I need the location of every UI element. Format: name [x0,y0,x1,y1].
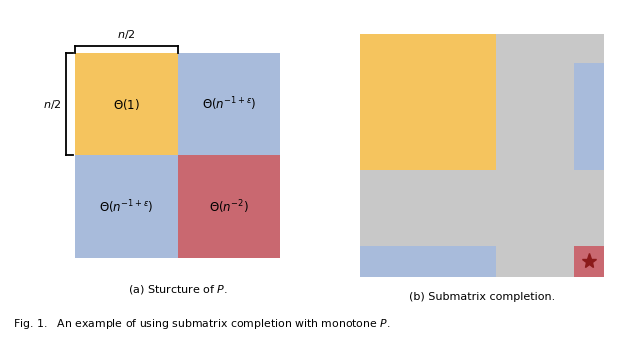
Text: $\Theta(n^{-1+\varepsilon})$: $\Theta(n^{-1+\varepsilon})$ [202,95,256,113]
Bar [574,63,604,170]
Text: (b) Submatrix completion.: (b) Submatrix completion. [409,292,555,302]
Text: $\Theta(1)$: $\Theta(1)$ [113,97,139,112]
Text: $n/2$: $n/2$ [117,28,136,41]
Text: (a) Sturcture of $P$.: (a) Sturcture of $P$. [127,283,228,296]
Bar [178,155,280,258]
Bar [360,245,496,277]
Text: $\Theta(n^{-1+\varepsilon})$: $\Theta(n^{-1+\varepsilon})$ [99,198,153,216]
Bar [75,155,178,258]
Text: Fig. 1.   An example of using submatrix completion with monotone $P$.: Fig. 1. An example of using submatrix co… [13,317,390,331]
Bar [360,34,496,170]
Bar [75,53,178,155]
Bar [574,245,604,277]
Text: $\Theta(n^{-2})$: $\Theta(n^{-2})$ [209,198,249,216]
Text: $n/2$: $n/2$ [42,98,61,111]
Bar [178,53,280,155]
